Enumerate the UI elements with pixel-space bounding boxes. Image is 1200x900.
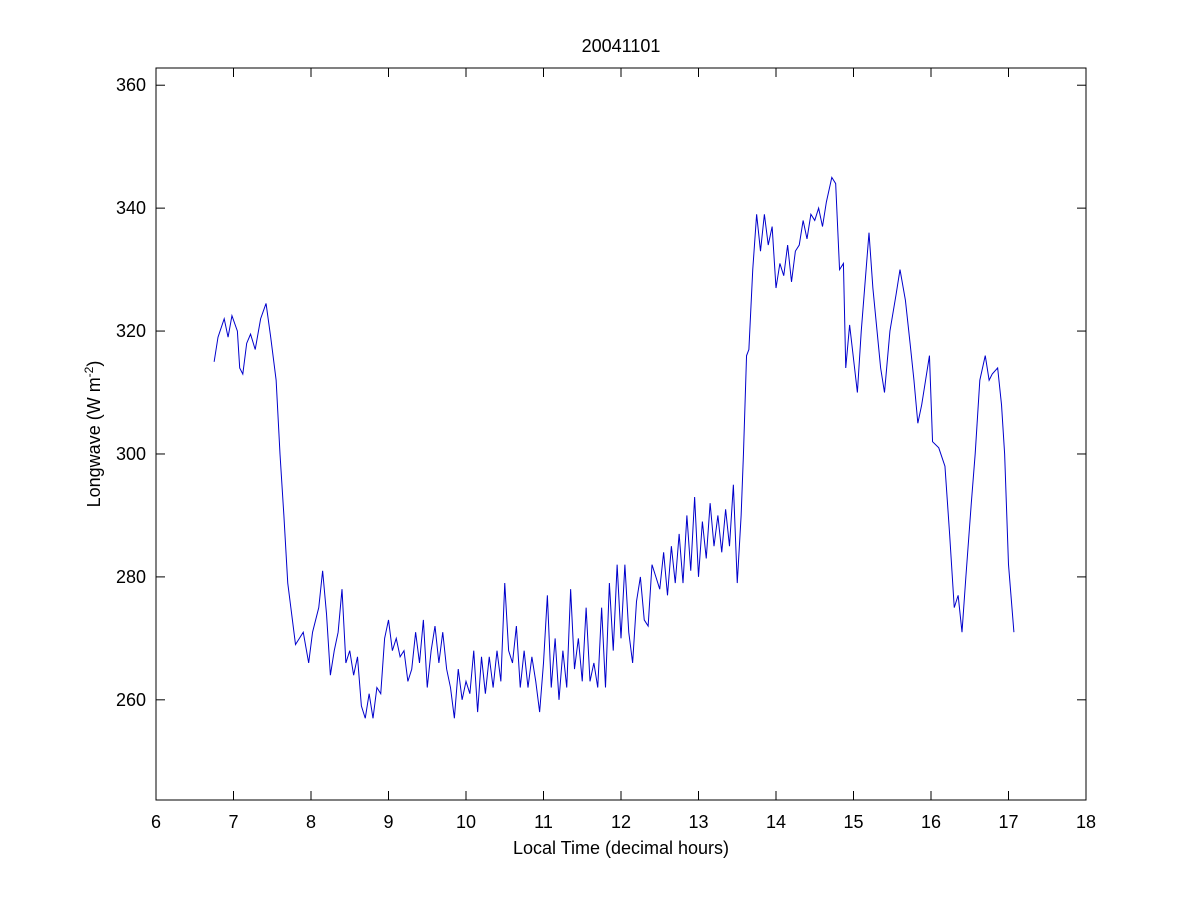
- x-tick-label: 8: [306, 812, 316, 832]
- x-tick-label: 16: [921, 812, 941, 832]
- y-tick-label: 260: [116, 690, 146, 710]
- y-axis-label-part: ): [84, 361, 104, 367]
- y-axis-label-part: Longwave (W m: [84, 377, 104, 507]
- y-axis-label: Longwave (W m-2): [82, 361, 104, 508]
- y-tick-label: 320: [116, 321, 146, 341]
- y-axis-label-sup: -2: [82, 366, 96, 377]
- data-line: [213, 176, 1015, 719]
- y-tick-label: 360: [116, 75, 146, 95]
- x-tick-label: 6: [151, 812, 161, 832]
- y-tick-label: 340: [116, 198, 146, 218]
- plot-frame: [155, 67, 1087, 801]
- x-tick-label: 15: [843, 812, 863, 832]
- x-tick-label: 12: [611, 812, 631, 832]
- y-tick-label: 280: [116, 567, 146, 587]
- x-tick-label: 9: [383, 812, 393, 832]
- x-tick-label: 11: [534, 812, 553, 832]
- x-tick-label: 14: [766, 812, 786, 832]
- x-tick-label: 13: [688, 812, 708, 832]
- y-tick-label: 300: [116, 444, 146, 464]
- x-tick-label: 7: [228, 812, 238, 832]
- x-tick-label: 10: [456, 812, 476, 832]
- x-tick-label: 18: [1076, 812, 1096, 832]
- x-tick-label: 17: [998, 812, 1018, 832]
- chart-title: 20041101: [582, 36, 661, 56]
- x-axis-label: Local Time (decimal hours): [513, 838, 729, 858]
